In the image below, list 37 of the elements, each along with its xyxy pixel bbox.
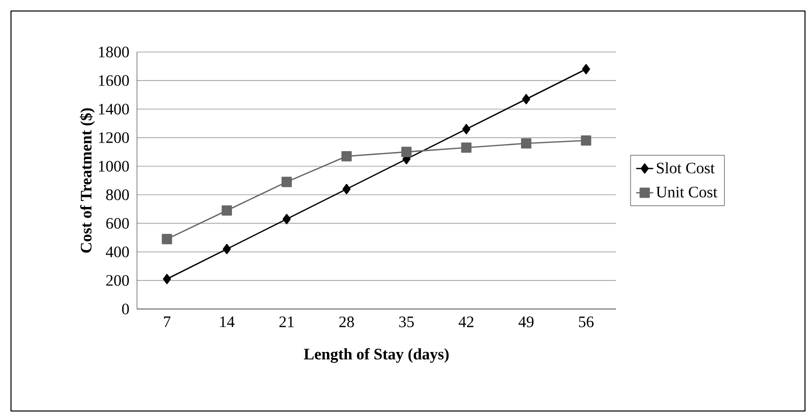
point bbox=[282, 176, 292, 188]
x-tick-label: 7 bbox=[164, 316, 170, 327]
y-tick-label: 800 bbox=[106, 189, 129, 200]
point bbox=[162, 234, 172, 244]
point bbox=[522, 94, 530, 104]
y-tick-label: 1600 bbox=[99, 75, 129, 86]
point bbox=[341, 151, 352, 162]
x-tick-label: 14 bbox=[220, 316, 235, 328]
point bbox=[222, 244, 231, 254]
point bbox=[461, 142, 472, 153]
x-tick-label: 49 bbox=[518, 316, 534, 328]
y-tick-label: 0 bbox=[122, 304, 129, 314]
point bbox=[282, 214, 291, 224]
point bbox=[521, 138, 532, 149]
x-tick-label: 42 bbox=[458, 316, 474, 328]
x-tick-label: 28 bbox=[339, 316, 354, 328]
y-axis-title: Cost of Treatment ($) bbox=[80, 108, 95, 253]
x-tick-label: 35 bbox=[399, 316, 414, 328]
point bbox=[401, 146, 412, 158]
point bbox=[162, 274, 171, 284]
point bbox=[580, 135, 592, 146]
point bbox=[342, 184, 351, 194]
x-axis-title: Length of Stay (days) bbox=[304, 348, 449, 363]
y-tick-label: 1200 bbox=[99, 132, 129, 144]
point bbox=[462, 124, 470, 134]
x-tick-label: 21 bbox=[279, 316, 294, 328]
y-tick-label: 1000 bbox=[99, 160, 129, 172]
y-tick-label: 1400 bbox=[99, 104, 129, 114]
point bbox=[222, 205, 232, 216]
y-tick-label: 400 bbox=[106, 246, 129, 258]
legend-label: Slot Cost bbox=[656, 162, 715, 174]
y-tick-label: 600 bbox=[106, 218, 129, 229]
x-tick-label: 56 bbox=[579, 316, 594, 328]
point bbox=[582, 64, 590, 74]
y-tick-label: 200 bbox=[106, 275, 129, 286]
y-tick-label: 1800 bbox=[99, 46, 129, 58]
legend-label: Unit Cost bbox=[656, 186, 718, 198]
